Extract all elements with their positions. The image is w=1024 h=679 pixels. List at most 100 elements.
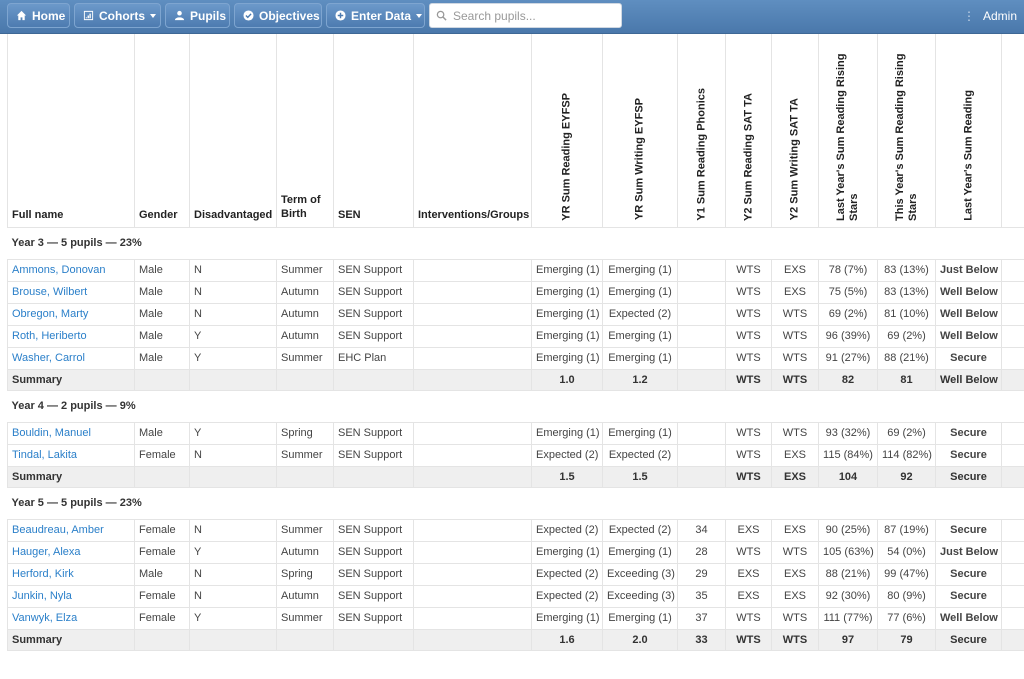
column-header-disadvantaged[interactable]: Disadvantaged [189, 34, 277, 228]
cohorts-label: Cohorts [99, 8, 145, 23]
disadvantaged-cell: N [189, 302, 277, 326]
check-circle-icon [243, 10, 254, 21]
column-header-sen[interactable]: SEN [333, 34, 414, 228]
y2-reading-cell: WTS [725, 346, 772, 370]
pupil-row: Bouldin, Manuel Male Y Spring SEN Support Eme… [7, 421, 1024, 445]
y2-reading-cell: WTS [725, 324, 772, 348]
search-input[interactable] [453, 8, 613, 23]
enter-data-button[interactable]: Enter Data [326, 3, 425, 28]
last-reading-cell: Secure [935, 518, 1002, 542]
summary-label: Summary [7, 368, 135, 391]
extra-cell [1001, 562, 1024, 586]
column-header-yr-reading[interactable]: YR Sum Reading EYFSP [531, 34, 603, 228]
pupil-name-link[interactable]: Bouldin, Manuel [12, 427, 91, 439]
gender-cell: Female [134, 540, 190, 564]
last-reading-cell: Well Below [935, 324, 1002, 348]
summary-y2-reading: WTS [725, 368, 772, 391]
y2-writing-cell: EXS [771, 280, 819, 304]
sen-cell: SEN Support [333, 421, 414, 445]
pupil-name-link[interactable]: Vanwyk, Elza [12, 612, 78, 624]
y2-writing-cell: EXS [771, 562, 819, 586]
column-header-this-stars[interactable]: This Year's Sum Reading Rising Stars [877, 34, 936, 228]
search-icon [436, 10, 447, 21]
term-of-birth-cell: Spring [276, 421, 334, 445]
column-header-last-reading[interactable]: Last Year's Sum Reading [935, 34, 1002, 228]
yr-reading-cell: Expected (2) [531, 443, 603, 467]
home-button[interactable]: Home [7, 3, 70, 28]
table-header-row: Full name Gender Disadvantaged Term of B… [7, 34, 1024, 228]
disadvantaged-cell: N [189, 443, 277, 467]
this-stars-cell: 88 (21%) [877, 346, 936, 370]
this-stars-cell: 69 (2%) [877, 324, 936, 348]
pupil-name-link[interactable]: Roth, Heriberto [12, 330, 87, 342]
group-title: Year 4 — 2 pupils — 9% [7, 389, 1024, 423]
pupil-row: Hauger, Alexa Female Y Autumn SEN Support Eme… [7, 540, 1024, 564]
this-stars-cell: 99 (47%) [877, 562, 936, 586]
summary-last-reading: Secure [935, 628, 1002, 651]
pupil-name-link[interactable]: Herford, Kirk [12, 568, 74, 580]
summary-label: Summary [7, 465, 135, 488]
column-header-yr-writing[interactable]: YR Sum Writing EYFSP [602, 34, 678, 228]
last-stars-cell: 93 (32%) [818, 421, 878, 445]
pupil-name-cell: Junkin, Nyla [7, 584, 135, 608]
extra-cell [1001, 584, 1024, 608]
column-header-y2-reading[interactable]: Y2 Sum Reading SAT TA [725, 34, 772, 228]
y2-reading-cell: EXS [725, 562, 772, 586]
disadvantaged-cell: N [189, 562, 277, 586]
last-stars-cell: 92 (30%) [818, 584, 878, 608]
pupil-name-link[interactable]: Hauger, Alexa [12, 546, 81, 558]
user-icon [174, 10, 185, 21]
sen-cell: SEN Support [333, 562, 414, 586]
column-header-last-stars[interactable]: Last Year's Sum Reading Rising Stars [818, 34, 878, 228]
user-menu[interactable]: Admin [983, 9, 1018, 23]
y2-reading-cell: WTS [725, 443, 772, 467]
pupil-name-link[interactable]: Obregon, Marty [12, 308, 89, 320]
y1-phonics-cell: 37 [677, 606, 726, 630]
column-header-gender[interactable]: Gender [134, 34, 190, 228]
pupil-name-link[interactable]: Beaudreau, Amber [12, 524, 104, 536]
column-header-term-of-birth[interactable]: Term of Birth [276, 34, 334, 228]
plus-circle-icon [335, 10, 346, 21]
column-header-y1-phonics[interactable]: Y1 Sum Reading Phonics [677, 34, 726, 228]
pupil-name-cell: Washer, Carrol [7, 346, 135, 370]
column-header-interventions[interactable]: Interventions/Groups [413, 34, 532, 228]
extra-cell [1001, 302, 1024, 326]
cohorts-button[interactable]: Cohorts [74, 3, 161, 28]
interventions-cell [413, 258, 532, 282]
yr-writing-cell: Emerging (1) [602, 540, 678, 564]
summary-empty [189, 628, 277, 651]
y1-phonics-cell [677, 258, 726, 282]
term-of-birth-cell: Autumn [276, 280, 334, 304]
yr-reading-cell: Emerging (1) [531, 324, 603, 348]
pupil-name-link[interactable]: Washer, Carrol [12, 352, 85, 364]
menu-dots-icon[interactable]: ⋮ [963, 9, 975, 23]
summary-y2-reading: WTS [725, 628, 772, 651]
pupil-name-link[interactable]: Brouse, Wilbert [12, 286, 88, 298]
pupil-name-link[interactable]: Tindal, Lakita [12, 449, 78, 461]
gender-cell: Female [134, 606, 190, 630]
pupil-name-link[interactable]: Ammons, Donovan [12, 264, 106, 276]
summary-last-reading: Well Below [935, 368, 1002, 391]
summary-y2-reading: WTS [725, 465, 772, 488]
group-header-row: Year 5 — 5 pupils — 23% [7, 486, 1024, 520]
pupil-name-cell: Beaudreau, Amber [7, 518, 135, 542]
interventions-cell [413, 584, 532, 608]
pupils-button[interactable]: Pupils [165, 3, 230, 28]
gender-cell: Male [134, 280, 190, 304]
search-box[interactable] [429, 3, 622, 28]
last-stars-cell: 69 (2%) [818, 302, 878, 326]
column-header-y2-writing[interactable]: Y2 Sum Writing SAT TA [771, 34, 819, 228]
group-header-row: Year 4 — 2 pupils — 9% [7, 389, 1024, 423]
objectives-button[interactable]: Objectives [234, 3, 322, 28]
y2-writing-cell: WTS [771, 606, 819, 630]
yr-reading-cell: Emerging (1) [531, 258, 603, 282]
interventions-cell [413, 518, 532, 542]
yr-writing-cell: Emerging (1) [602, 324, 678, 348]
home-icon [16, 10, 27, 21]
y1-phonics-cell [677, 280, 726, 304]
pupil-name-link[interactable]: Junkin, Nyla [12, 590, 72, 602]
summary-this-stars: 81 [877, 368, 936, 391]
this-stars-cell: 80 (9%) [877, 584, 936, 608]
column-header-full-name[interactable]: Full name [7, 34, 135, 228]
navbar: Home Cohorts Pupils Objectives Enter Dat… [0, 0, 1024, 34]
